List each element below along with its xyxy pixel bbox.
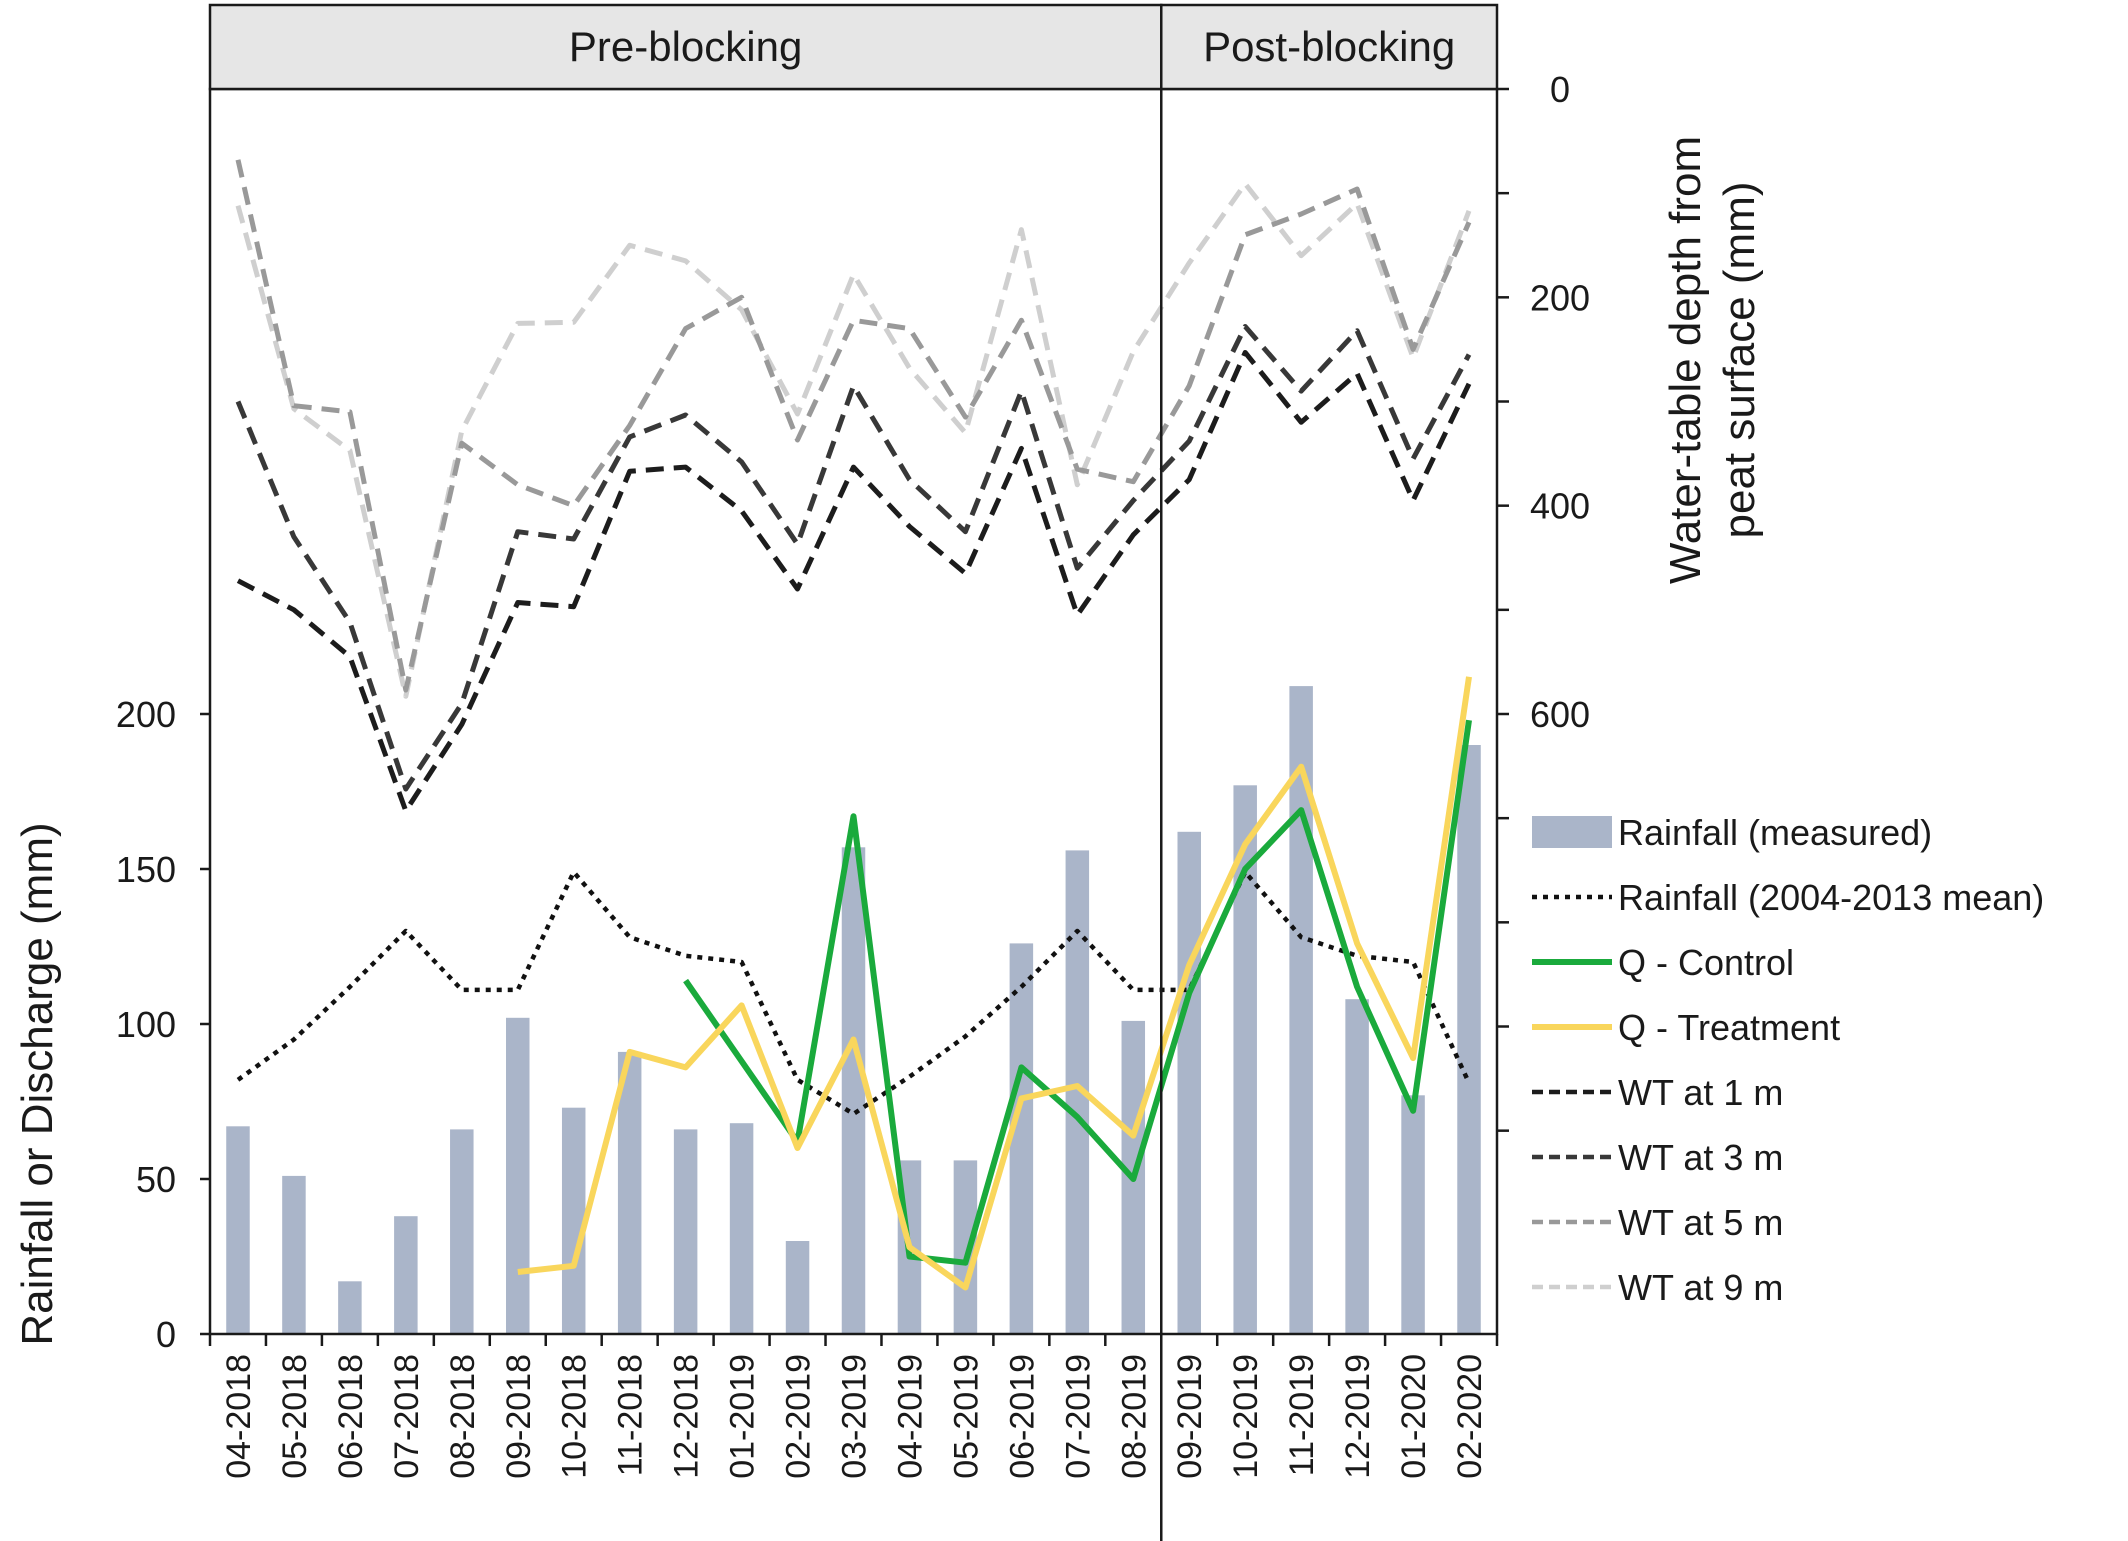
y-right-axis-title: Water-table depth from peat surface (mm) — [1661, 136, 1764, 584]
x-tick-label: 11-2018 — [612, 1354, 650, 1476]
legend-label-wt-at-5-m: WT at 5 m — [1618, 1202, 1783, 1243]
left-tick-label: 100 — [116, 1004, 176, 1045]
x-tick-label: 12-2018 — [668, 1354, 706, 1479]
rainfall-bar-08-2018 — [450, 1129, 474, 1334]
right-tick-label: 600 — [1530, 694, 1590, 735]
rainfall-bar-02-2020 — [1457, 745, 1481, 1334]
x-tick-label: 01-2019 — [724, 1354, 762, 1479]
series-line-wt-at-5-m — [235, 159, 1472, 693]
rainfall-bar-12-2019 — [1345, 999, 1369, 1334]
rainfall-bar-07-2018 — [394, 1216, 418, 1334]
x-tick-label: 10-2019 — [1227, 1354, 1265, 1479]
period-label-pre-blocking: Pre-blocking — [569, 23, 802, 70]
series-line-q-control — [683, 719, 1472, 1266]
left-tick-label: 150 — [116, 849, 176, 890]
rainfall-bar-01-2019 — [729, 1123, 754, 1334]
legend-label-rainfall-measured: Rainfall (measured) — [1618, 812, 1932, 853]
x-tick-label: 11-2019 — [1283, 1354, 1321, 1476]
legend-label-wt-at-3-m: WT at 3 m — [1618, 1137, 1783, 1178]
x-tick-label: 08-2018 — [444, 1354, 482, 1479]
series-lines — [235, 159, 1472, 1291]
period-header: Pre-blocking Post-blocking — [208, 3, 1499, 91]
x-tick-label: 04-2019 — [891, 1354, 929, 1479]
rainfall-bar-09-2018 — [506, 1017, 530, 1334]
left-tick-label: 50 — [136, 1159, 176, 1200]
y-left-axis-title: Rainfall or Discharge (mm) — [13, 822, 62, 1345]
legend-label-wt-at-9-m: WT at 9 m — [1618, 1267, 1783, 1308]
legend-label-rainfall-2004-2013-mean: Rainfall (2004-2013 mean) — [1618, 877, 2044, 918]
x-tick-label: 05-2018 — [276, 1354, 314, 1479]
legend-label-q-control: Q - Control — [1618, 942, 1794, 983]
rainfall-bar-10-2018 — [561, 1107, 586, 1334]
rainfall-bar-07-2019 — [1065, 850, 1090, 1334]
right-tick-label: 200 — [1530, 277, 1590, 318]
x-tick-label: 03-2019 — [836, 1354, 874, 1479]
rainfall-bar-01-2020 — [1401, 1095, 1425, 1334]
x-tick-label: 07-2019 — [1059, 1354, 1097, 1479]
x-tick-label: 01-2020 — [1395, 1354, 1433, 1479]
legend-label-wt-at-1-m: WT at 1 m — [1618, 1072, 1783, 1113]
x-tick-label: 08-2019 — [1115, 1354, 1153, 1479]
series-line-q-treatment — [517, 676, 1472, 1291]
x-tick-label: 02-2019 — [780, 1354, 818, 1479]
legend-swatch-rainfall-measured — [1532, 816, 1612, 848]
y-right-axis-title-line: Water-table depth from — [1661, 136, 1710, 584]
series-line-wt-at-1-m — [236, 350, 1472, 814]
rainfall-bar-11-2018 — [617, 1051, 642, 1334]
left-tick-label: 200 — [116, 694, 176, 735]
x-tick-label: 12-2019 — [1339, 1354, 1377, 1479]
x-tick-label: 06-2018 — [332, 1354, 370, 1479]
legend: Rainfall (measured) Rainfall (2004-2013 m… — [1532, 812, 2044, 1308]
rainfall-bar-04-2018 — [226, 1126, 250, 1334]
x-tick-label: 05-2019 — [947, 1354, 985, 1479]
right-tick-label: 0 — [1550, 69, 1570, 110]
y-right-axis-title-line: peat surface (mm) — [1715, 182, 1764, 539]
period-band-post-blocking — [1160, 3, 1499, 91]
x-tick-label: 09-2019 — [1171, 1354, 1209, 1479]
legend-label-q-treatment: Q - Treatment — [1618, 1007, 1840, 1048]
rainfall-bar-06-2018 — [338, 1281, 362, 1334]
series-line-wt-at-3-m — [235, 324, 1472, 792]
rainfall-bar-02-2019 — [785, 1241, 810, 1334]
x-tick-label: 02-2020 — [1451, 1354, 1489, 1479]
rainfall-bar-05-2019 — [953, 1160, 978, 1334]
series-line-wt-at-9-m — [235, 181, 1472, 699]
rainfall-bar-09-2019 — [1177, 831, 1201, 1334]
rainfall-bar-10-2019 — [1233, 785, 1257, 1334]
period-label-post-blocking: Post-blocking — [1203, 23, 1455, 70]
right-tick-label: 400 — [1530, 486, 1590, 527]
rainfall-bar-06-2019 — [1009, 943, 1034, 1334]
x-tick-label: 06-2019 — [1003, 1354, 1041, 1479]
rainfall-bars — [226, 686, 1481, 1334]
rainfall-bar-03-2019 — [841, 847, 866, 1334]
x-tick-label: 04-2018 — [220, 1354, 258, 1479]
x-tick-label: 10-2018 — [556, 1354, 594, 1479]
left-tick-label: 0 — [156, 1314, 176, 1355]
x-tick-label: 09-2018 — [500, 1354, 538, 1479]
rainfall-bar-12-2018 — [673, 1129, 698, 1334]
rainfall-bar-05-2018 — [282, 1175, 306, 1334]
x-tick-label: 07-2018 — [388, 1354, 426, 1479]
rainfall-bar-11-2019 — [1289, 686, 1313, 1334]
series-line-rainfall-2004-2013-mean — [236, 869, 1472, 1117]
